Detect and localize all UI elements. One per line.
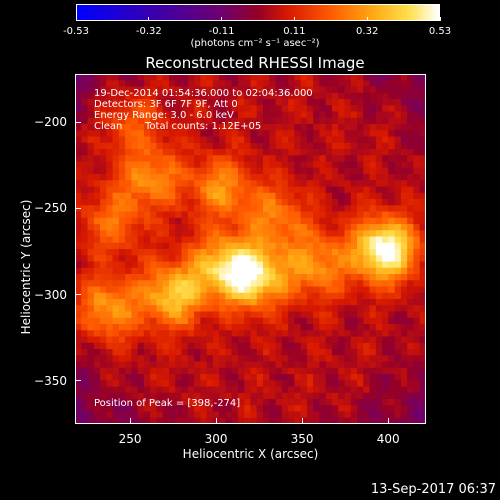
x-tick-mark: [129, 418, 131, 424]
colorbar-tick-label: 0.32: [356, 26, 379, 37]
colorbar-tick-mark: [366, 17, 368, 21]
x-tick-mark: [387, 418, 389, 424]
colorbar: [76, 4, 440, 21]
colorbar-tick-label: -0.11: [208, 26, 235, 37]
colorbar-tick-label: 0.53: [428, 26, 452, 37]
plot-area: [75, 74, 426, 424]
x-tick-label: 300: [204, 432, 228, 446]
y-tick-label: −350: [34, 373, 67, 388]
annotation-energy-range: Energy Range: 3.0 - 6.0 keV: [94, 110, 234, 121]
footer-date: 13-Sep-2017 06:37: [370, 482, 496, 497]
annotation-total-counts: Total counts: 1.12E+05: [145, 121, 262, 132]
x-tick-mark: [301, 418, 303, 424]
heatmap-image: [75, 74, 426, 424]
y-tick-label: −200: [34, 115, 67, 130]
colorbar-tick-mark: [148, 17, 150, 21]
colorbar-tick-mark: [221, 17, 223, 21]
y-tick-mark: [75, 207, 81, 209]
y-tick-mark: [75, 121, 81, 123]
x-tick-label: 400: [376, 432, 400, 446]
annotation-time-range: 19-Dec-2014 01:54:36.000 to 02:04:36.000: [94, 88, 313, 99]
y-tick-mark: [75, 294, 81, 296]
annotation-peak-position: Position of Peak = [398,-274]: [94, 398, 241, 409]
x-tick-label: 250: [118, 432, 142, 446]
colorbar-tick-mark: [293, 17, 295, 21]
x-tick-label: 350: [290, 432, 314, 446]
colorbar-tick-label: 0.11: [283, 26, 306, 37]
colorbar-tick-label: -0.53: [63, 26, 89, 37]
colorbar-tick-mark: [75, 17, 77, 21]
colorbar-unit-label: (photons cm⁻² s⁻¹ asec⁻²): [190, 38, 320, 49]
chart-title: Reconstructed RHESSI Image: [145, 54, 365, 72]
y-axis-label: Heliocentric Y (arcsec): [19, 199, 33, 335]
x-axis-label: Heliocentric X (arcsec): [182, 447, 319, 461]
y-tick-mark: [75, 380, 81, 382]
x-tick-mark: [215, 418, 217, 424]
colorbar-tick-label: -0.32: [135, 26, 162, 37]
y-tick-label: −300: [34, 287, 67, 302]
colorbar-tick-mark: [439, 17, 441, 21]
annotation-method: Clean: [94, 121, 123, 132]
annotation-detectors: Detectors: 3F 6F 7F 9F, Att 0: [94, 99, 238, 110]
y-tick-label: −250: [34, 201, 67, 216]
